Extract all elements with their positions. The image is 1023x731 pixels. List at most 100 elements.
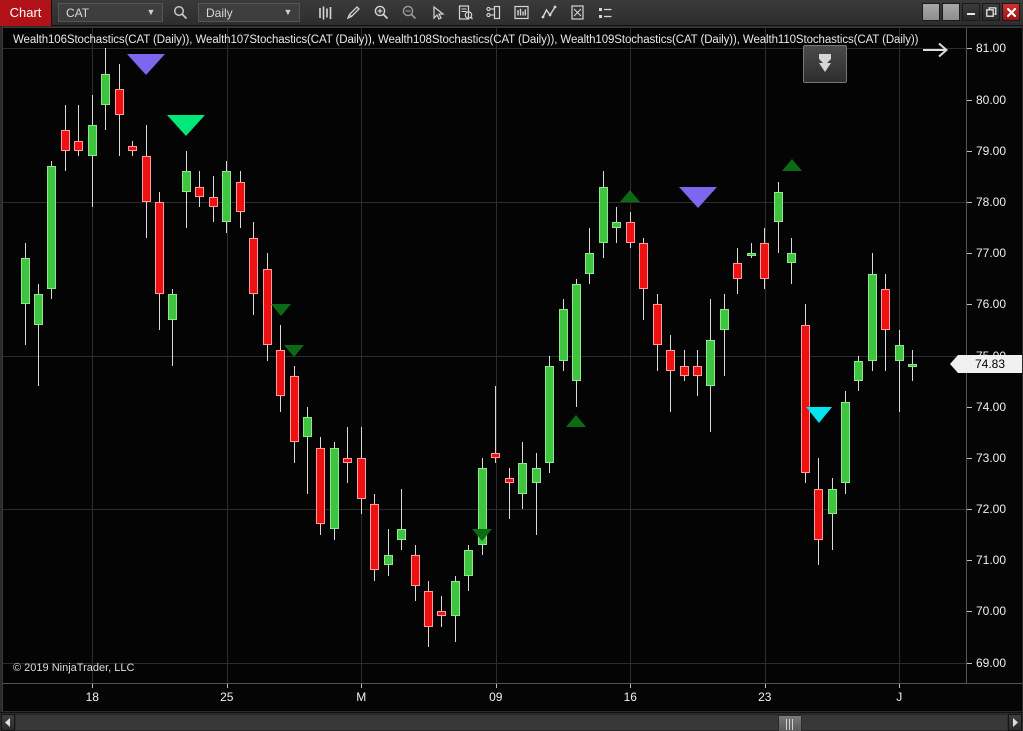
candle-body xyxy=(33,294,43,325)
candle-body xyxy=(343,457,353,463)
restore-down-button[interactable] xyxy=(922,3,940,21)
drawing-tools-icon[interactable] xyxy=(481,1,506,25)
time-axis[interactable]: 1825M091623J06132027J xyxy=(3,683,1022,711)
candle-body xyxy=(249,237,259,295)
zoom-in-icon[interactable] xyxy=(369,1,394,25)
candlestick xyxy=(518,28,528,683)
instrument-dropdown[interactable]: CAT ▼ xyxy=(58,3,163,22)
wealth-signal-purple-1 xyxy=(127,53,166,75)
time-tick-mark xyxy=(496,684,497,688)
indicators-icon[interactable] xyxy=(509,1,534,25)
close-button[interactable] xyxy=(1002,3,1020,21)
candle-wick xyxy=(172,288,174,366)
cursor-icon[interactable] xyxy=(425,1,450,25)
candle-body xyxy=(531,468,541,484)
chart-tab[interactable]: Chart xyxy=(0,0,52,26)
search-icon[interactable] xyxy=(168,1,192,25)
candle-wick xyxy=(441,596,443,627)
tile-button[interactable] xyxy=(942,3,960,21)
candle-wick xyxy=(723,294,725,376)
interval-dropdown[interactable]: Daily ▼ xyxy=(198,3,300,22)
wealth-signal-darkgreen-2 xyxy=(284,345,304,358)
price-tick-label: 78.00 xyxy=(976,194,1007,209)
candlestick xyxy=(666,28,676,683)
data-box-icon[interactable] xyxy=(453,1,478,25)
candle-wick xyxy=(508,468,510,520)
candlestick xyxy=(867,28,877,683)
candlestick xyxy=(827,28,837,683)
price-tick: 69.00 xyxy=(967,656,1022,670)
candle-wick xyxy=(750,242,752,259)
candle-body xyxy=(47,166,57,289)
price-tick-label: 73.00 xyxy=(976,450,1007,465)
candlestick xyxy=(128,28,138,683)
arrow-right-icon[interactable] xyxy=(922,41,950,64)
zoom-out-icon[interactable] xyxy=(397,1,422,25)
candle-body xyxy=(491,452,501,458)
candlestick xyxy=(464,28,474,683)
time-tick-label: 25 xyxy=(220,690,234,704)
price-axis[interactable]: 74.83 81.0080.0079.0078.0077.0076.0075.0… xyxy=(950,28,1022,683)
price-plot-area[interactable]: Wealth106Stochastics(CAT (Daily)), Wealt… xyxy=(3,28,966,683)
scrollbar-thumb[interactable] xyxy=(778,714,802,731)
gridline-horizontal xyxy=(3,201,966,203)
candlestick xyxy=(746,28,756,683)
candle-body xyxy=(518,462,528,494)
candle-body xyxy=(693,365,702,376)
candlestick xyxy=(235,28,245,683)
gridline-vertical xyxy=(765,28,766,683)
maximize-button[interactable] xyxy=(982,3,1000,21)
candlestick xyxy=(410,28,420,683)
price-tick: 80.00 xyxy=(967,93,1022,107)
time-tick-mark xyxy=(630,684,631,688)
candle-body xyxy=(168,294,178,320)
candlestick xyxy=(316,28,326,683)
candle-body xyxy=(114,89,124,115)
candle-wick xyxy=(306,406,308,494)
candlestick xyxy=(679,28,689,683)
candle-body xyxy=(222,171,232,223)
gridline-vertical xyxy=(630,28,631,683)
candlestick xyxy=(706,28,716,683)
candlestick xyxy=(60,28,70,683)
properties-list-icon[interactable] xyxy=(593,1,618,25)
bars-icon[interactable] xyxy=(313,1,338,25)
candle-body xyxy=(840,401,850,484)
indicator-label: Wealth106Stochastics(CAT (Daily)), Wealt… xyxy=(13,34,919,46)
candlestick xyxy=(625,28,635,683)
candlestick xyxy=(477,28,487,683)
candlestick xyxy=(787,28,797,683)
candlestick xyxy=(531,28,541,683)
price-tick: 71.00 xyxy=(967,553,1022,567)
minimize-button[interactable] xyxy=(962,3,980,21)
candle-body xyxy=(410,555,420,586)
wealth-signal-springgreen-1 xyxy=(167,114,206,136)
candlestick xyxy=(894,28,904,683)
strategies-icon[interactable] xyxy=(565,1,590,25)
candle-body xyxy=(195,186,205,197)
candle-wick xyxy=(683,350,685,382)
candle-body xyxy=(302,416,312,438)
scroll-left-icon[interactable] xyxy=(1,713,15,731)
candle-body xyxy=(545,365,555,463)
copyright-label: © 2019 NinjaTrader, LLC xyxy=(13,662,135,674)
pencil-icon[interactable] xyxy=(341,1,366,25)
time-tick-label: 16 xyxy=(623,690,637,704)
horizontal-scrollbar[interactable] xyxy=(0,712,1023,731)
candle-body xyxy=(558,309,568,361)
candle-wick xyxy=(898,329,900,412)
line-chart-icon[interactable] xyxy=(537,1,562,25)
scrollbar-track[interactable] xyxy=(16,713,1007,731)
collapse-panel-button[interactable] xyxy=(803,45,847,83)
candle-body xyxy=(894,345,904,361)
candle-body xyxy=(155,201,164,295)
candle-body xyxy=(908,364,918,368)
candlestick xyxy=(168,28,178,683)
scroll-right-icon[interactable] xyxy=(1008,713,1022,731)
candle-body xyxy=(397,529,407,540)
price-tick-label: 77.00 xyxy=(976,246,1007,261)
candlestick xyxy=(437,28,447,683)
candle-body xyxy=(760,242,770,279)
time-tick-label: 23 xyxy=(758,690,772,704)
price-tick: 79.00 xyxy=(967,144,1022,158)
